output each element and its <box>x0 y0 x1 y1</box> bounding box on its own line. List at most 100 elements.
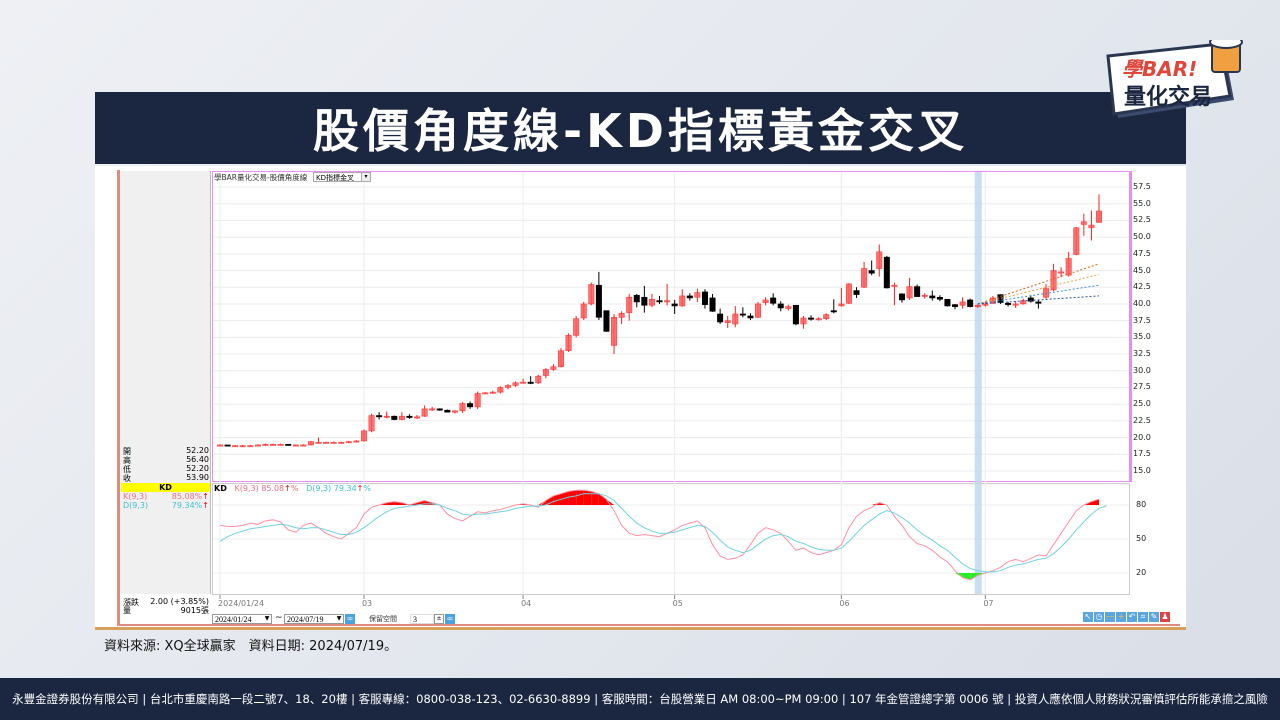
candle <box>504 385 511 388</box>
arrow-up-icon: ↑ <box>202 501 209 510</box>
candle <box>830 310 837 313</box>
chevron-down-icon: ▾ <box>361 173 370 181</box>
reserve-space-input[interactable]: 3 <box>410 614 434 624</box>
candle <box>1027 297 1034 302</box>
candle <box>853 290 860 295</box>
candle <box>482 392 489 395</box>
candle <box>876 251 883 269</box>
alert-tool-icon[interactable]: ♟ <box>1160 612 1170 622</box>
price-tick-label: 40.0 <box>1133 298 1151 308</box>
candle <box>398 415 405 420</box>
time-tick-label: 03 <box>361 599 373 608</box>
candle <box>520 381 527 384</box>
info-close: 收 53.90 <box>123 473 209 484</box>
price-tick-label: 20.0 <box>1133 432 1151 442</box>
candle <box>391 415 398 420</box>
candle <box>474 393 481 408</box>
candle <box>1058 271 1065 274</box>
candle <box>944 298 951 307</box>
candle <box>701 291 708 305</box>
candle <box>664 300 671 303</box>
clock-tool-icon[interactable]: ◷ <box>1094 612 1104 622</box>
candle <box>247 445 254 448</box>
candle <box>861 268 868 288</box>
info-label: 開 <box>123 447 131 456</box>
candle <box>633 294 640 303</box>
page-title: 股價角度線-KD指標黃金交叉 <box>95 92 1186 164</box>
price-tick-label: 37.5 <box>1133 315 1151 325</box>
angle-line <box>977 284 1100 305</box>
kd-overbought-fill <box>576 490 584 505</box>
k-line <box>219 489 1100 581</box>
arrow-up-icon: ↑ <box>202 492 209 501</box>
price-pane[interactable] <box>212 171 1130 482</box>
candle <box>717 313 724 323</box>
kd-overbought-fill <box>1091 499 1099 505</box>
chart-name: 學BAR量化交易-股價角度線 <box>214 173 308 182</box>
price-tick-label: 35.0 <box>1133 332 1151 342</box>
candle <box>656 300 663 303</box>
end-date-input[interactable]: 2024/07/19 <box>284 614 344 624</box>
candle <box>1065 258 1072 276</box>
candle <box>777 303 784 309</box>
candle <box>686 295 693 299</box>
pointer-tool-icon[interactable]: ↖ <box>1083 612 1093 622</box>
price-tick-label: 32.5 <box>1133 349 1151 359</box>
candle <box>823 314 830 319</box>
price-tick-label: 17.5 <box>1133 449 1151 459</box>
kd-overbought-fill <box>598 493 607 505</box>
candle <box>845 283 852 304</box>
indicator-select[interactable]: KD指標金叉 ▾ <box>313 172 371 182</box>
draw-tool-icon[interactable]: ✎ <box>1149 612 1159 622</box>
volume-row: 量 9015張 <box>123 605 209 616</box>
info-value: 53.90 <box>186 473 209 482</box>
reserve-space-stepper[interactable]: ± <box>434 614 444 624</box>
candle <box>724 320 731 323</box>
candle <box>406 415 413 418</box>
price-tick-label: 22.5 <box>1133 415 1151 425</box>
kd-oversold-fill <box>955 573 963 578</box>
kd-pane[interactable] <box>212 483 1130 595</box>
price-tick-label: 15.0 <box>1133 466 1151 475</box>
candle <box>648 298 655 306</box>
horizontal-line-tool-icon[interactable]: — <box>1105 612 1115 622</box>
candle <box>277 443 284 446</box>
price-tick-label: 25.0 <box>1133 399 1151 409</box>
time-tick-label: 07 <box>983 599 994 608</box>
candle <box>300 444 307 447</box>
kd-legend-name: KD <box>214 484 227 493</box>
apply-reserve-button[interactable]: ∞ <box>445 614 455 624</box>
candle <box>550 366 557 370</box>
candle <box>770 297 777 304</box>
price-tick-label: 55.0 <box>1133 198 1151 208</box>
candle <box>330 441 337 444</box>
kd-tick-label: 80 <box>1136 500 1147 509</box>
start-date-dropdown-icon[interactable]: ▼ <box>264 615 270 622</box>
candle <box>444 409 451 413</box>
apply-date-button[interactable]: ∞ <box>345 614 355 624</box>
start-date-input[interactable]: 2024/01/24 <box>212 614 272 624</box>
indicator-select-value: KD指標金叉 <box>316 174 354 182</box>
candle <box>732 313 739 325</box>
candle <box>360 430 367 442</box>
volume-value: 9015張 <box>180 606 209 615</box>
candle <box>338 441 345 444</box>
candle <box>709 297 716 312</box>
undo-tool-icon[interactable]: ↶ <box>1127 612 1137 622</box>
candle <box>671 303 678 307</box>
candle <box>755 303 762 318</box>
info-open: 開 52.20 <box>123 446 209 457</box>
kd-box-k: K(9,3) 85.08%↑ <box>123 492 209 501</box>
price-tick-label: 52.5 <box>1133 215 1151 225</box>
price-tick-label: 27.5 <box>1133 382 1151 392</box>
angle-line <box>977 274 1100 305</box>
candle <box>270 443 277 446</box>
candle <box>588 284 595 305</box>
candle <box>436 408 443 411</box>
candle <box>217 444 224 447</box>
end-date-dropdown-icon[interactable]: ▼ <box>336 615 342 622</box>
candle <box>254 444 261 447</box>
crosshair-tool-icon[interactable]: + <box>1116 612 1126 622</box>
price-axis-divider <box>1130 171 1132 482</box>
fit-tool-icon[interactable]: ⌗ <box>1138 612 1148 622</box>
